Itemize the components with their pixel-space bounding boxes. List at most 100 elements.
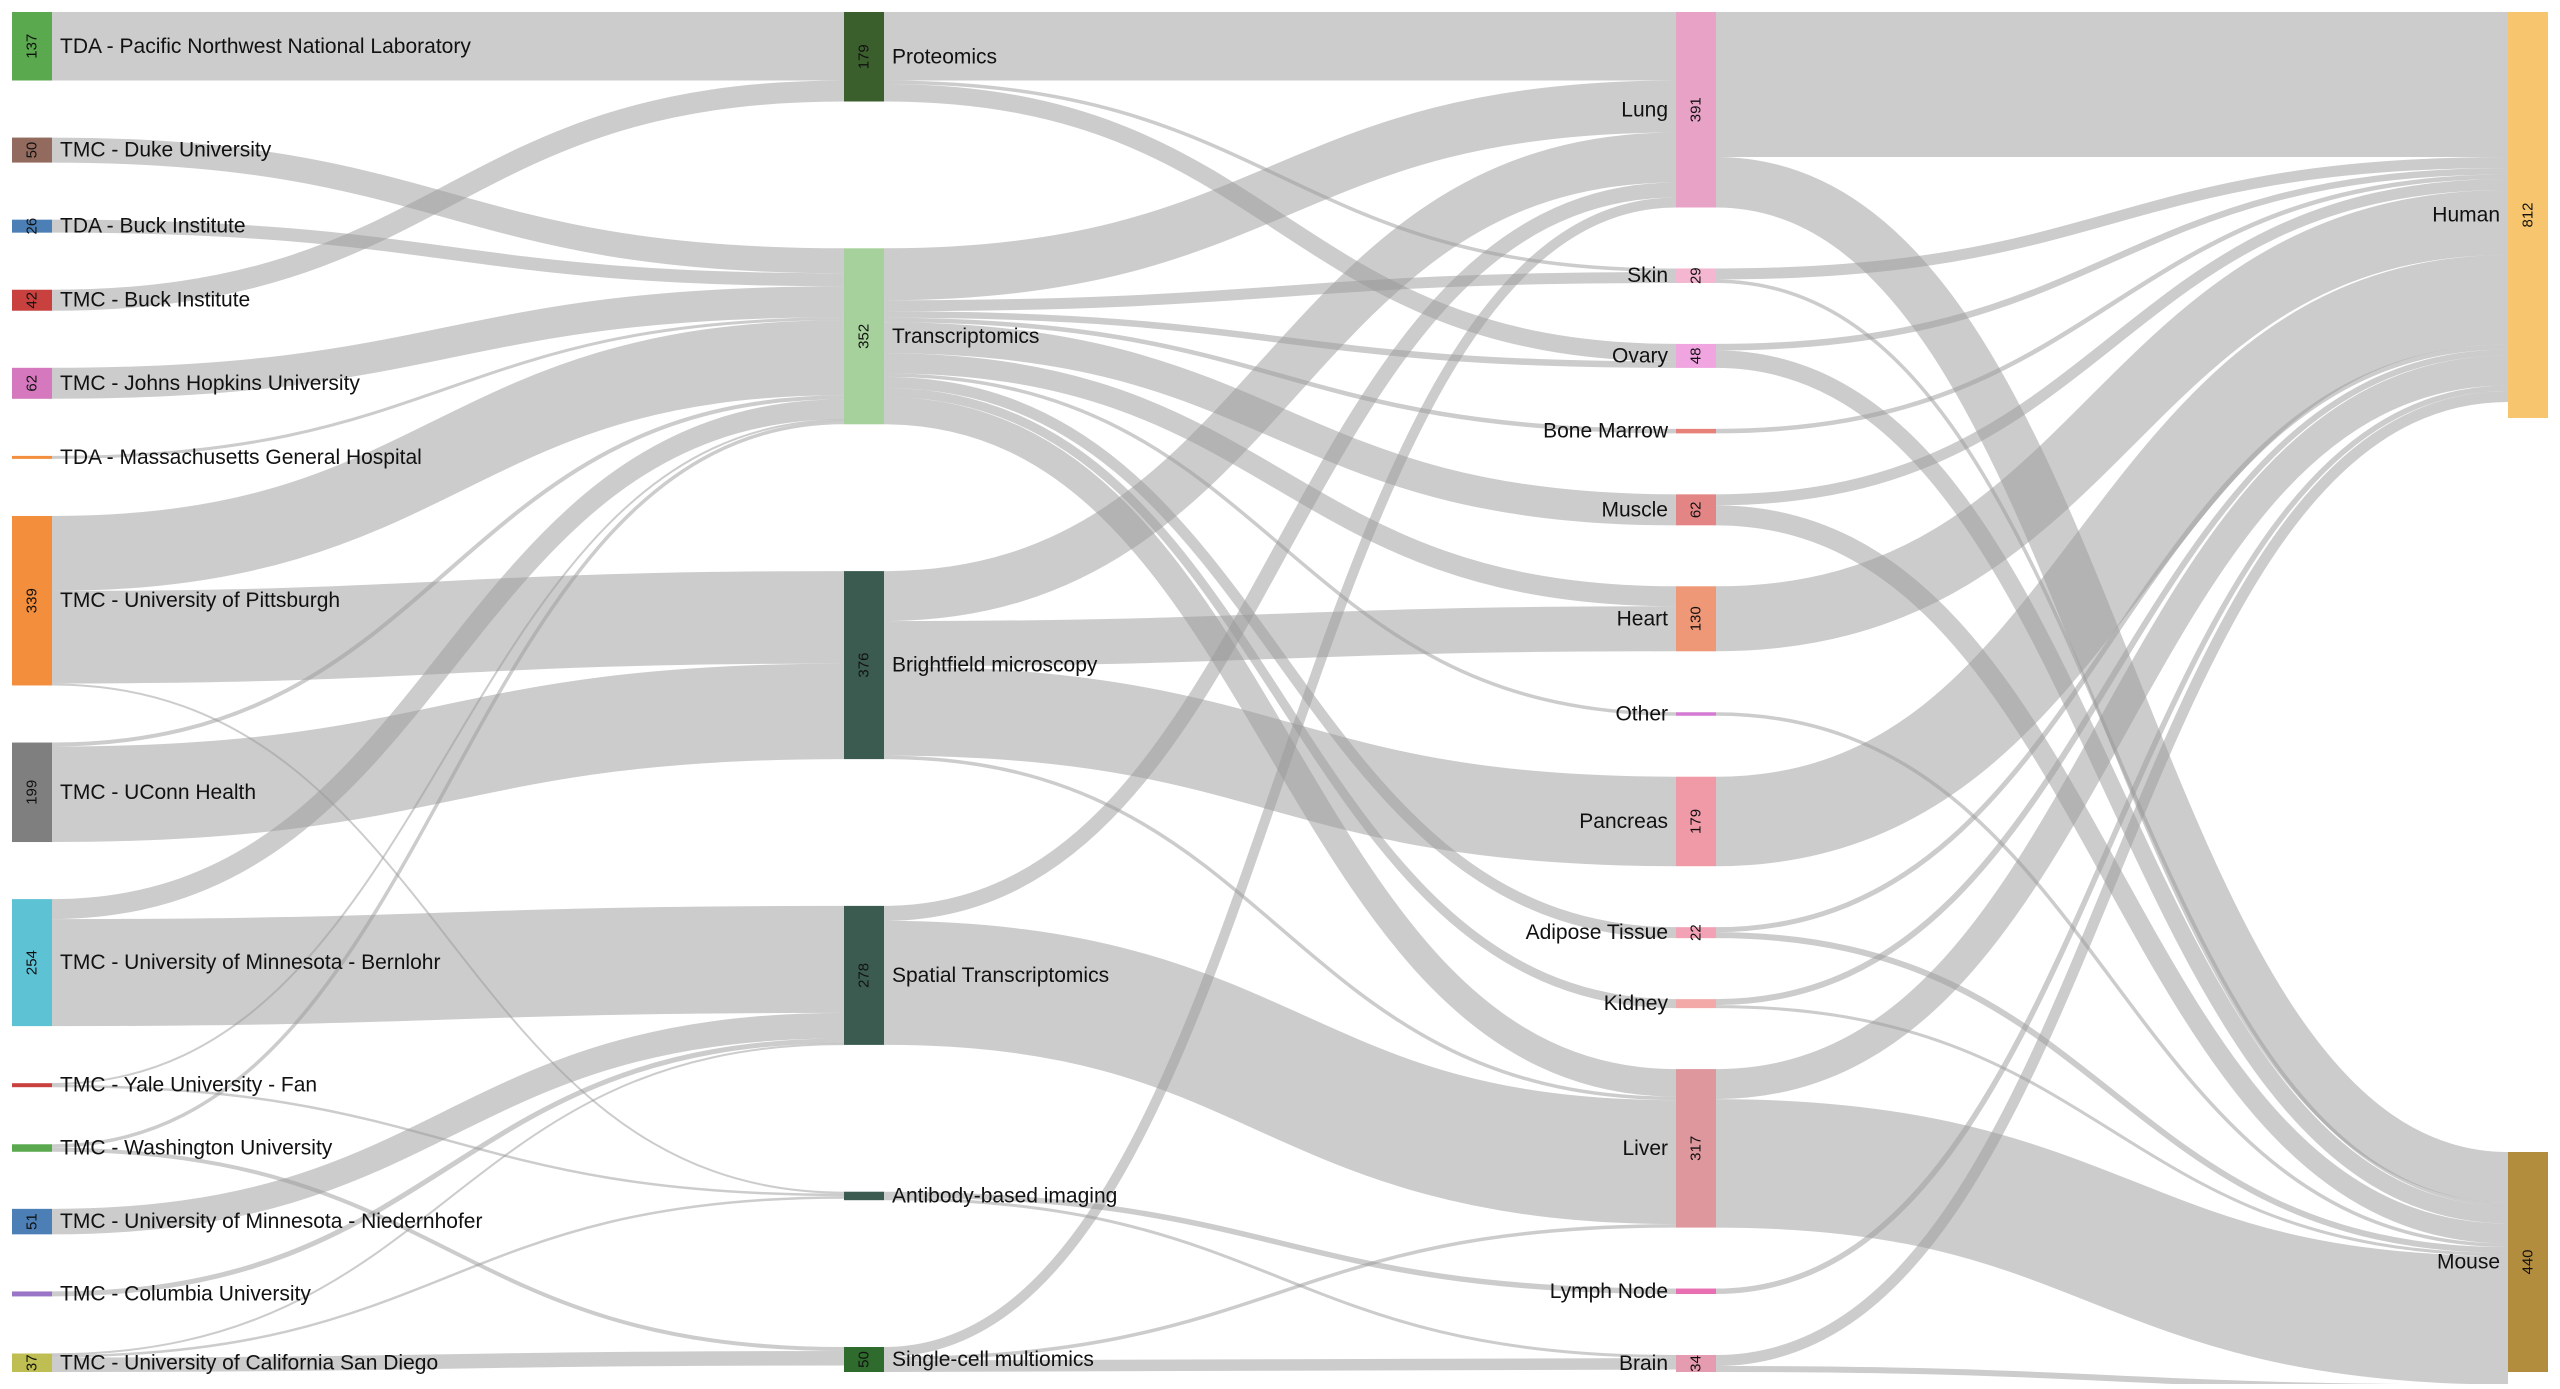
link-yale-to-ab[interactable]: [51, 1084, 845, 1197]
link-bm-to-human[interactable]: [1715, 174, 2509, 434]
node-brain[interactable]: [1676, 1355, 1716, 1372]
node-tmc-university-of-minnesota-bernlohr[interactable]: [12, 899, 52, 1027]
link-mgh-to-trans[interactable]: [51, 317, 845, 459]
node-label-lung: Lung: [1621, 98, 1668, 121]
link-trans-to-skin[interactable]: [883, 271, 1677, 312]
node-value-single-cell-multiomics: 50: [856, 1351, 873, 1368]
node-kidney[interactable]: [1676, 999, 1716, 1009]
node-single-cell-multiomics[interactable]: [844, 1347, 884, 1372]
node-human[interactable]: [2508, 12, 2548, 418]
node-tda-pacific-northwest-national-laboratory[interactable]: [12, 12, 52, 81]
link-bf-to-heart[interactable]: [883, 606, 1677, 667]
node-tmc-johns-hopkins-university[interactable]: [12, 367, 52, 399]
links-layer: [51, 11, 2509, 1389]
node-value-tmc-buck-institute: 42: [24, 292, 41, 309]
link-umn_b-to-spat[interactable]: [51, 905, 845, 1027]
node-antibody-based-imaging[interactable]: [844, 1191, 884, 1201]
link-lymph-to-human[interactable]: [1715, 385, 2509, 1295]
node-label-brain: Brain: [1619, 1352, 1668, 1375]
link-skin-to-human[interactable]: [1715, 157, 2509, 280]
link-ab-to-lymph[interactable]: [883, 1191, 1677, 1295]
link-ucsd-to-ab[interactable]: [51, 1196, 845, 1358]
link-heart-to-human[interactable]: [1715, 190, 2509, 652]
link-ucsd-to-sc[interactable]: [51, 1351, 845, 1372]
link-umn_b-to-trans[interactable]: [51, 399, 845, 920]
link-trans-to-lung[interactable]: [883, 80, 1677, 301]
link-trans-to-heart[interactable]: [883, 353, 1677, 607]
node-value-tmc-university-of-minnesota-bernlohr: 254: [24, 950, 41, 975]
node-label-adipose-tissue: Adipose Tissue: [1526, 921, 1668, 944]
link-buck_tmc-to-prot[interactable]: [51, 80, 845, 311]
node-transcriptomics[interactable]: [844, 248, 884, 425]
node-value-human: 812: [2520, 202, 2537, 227]
node-brightfield-microscopy[interactable]: [844, 571, 884, 760]
node-tmc-uconn-health[interactable]: [12, 742, 52, 843]
node-skin[interactable]: [1676, 268, 1716, 283]
link-ovary-to-mouse[interactable]: [1715, 350, 2509, 1224]
link-pancreas-to-human[interactable]: [1715, 255, 2509, 867]
node-tmc-buck-institute[interactable]: [12, 289, 52, 311]
node-muscle[interactable]: [1676, 494, 1716, 526]
link-wustl-to-trans[interactable]: [51, 420, 845, 1148]
node-heart[interactable]: [1676, 586, 1716, 652]
node-spatial-transcriptomics[interactable]: [844, 905, 884, 1045]
node-tmc-duke-university[interactable]: [12, 137, 52, 163]
link-buck_tda-to-trans[interactable]: [51, 219, 845, 287]
link-spat-to-liver[interactable]: [883, 920, 1677, 1225]
link-trans-to-muscle[interactable]: [883, 322, 1677, 526]
node-label-antibody-based-imaging: Antibody-based imaging: [892, 1184, 1117, 1207]
node-tmc-university-of-california-san-diego[interactable]: [12, 1353, 52, 1373]
node-bone-marrow[interactable]: [1676, 428, 1716, 434]
link-kidney-to-human[interactable]: [1715, 349, 2509, 1006]
link-pitt-to-bf[interactable]: [51, 571, 845, 684]
link-sc-to-brain[interactable]: [883, 1358, 1677, 1372]
node-ovary[interactable]: [1676, 343, 1716, 368]
node-other[interactable]: [1676, 712, 1716, 716]
node-tda-massachusetts-general-hospital[interactable]: [12, 455, 52, 459]
link-trans-to-kidney[interactable]: [883, 387, 1677, 1009]
link-liver-to-human[interactable]: [1715, 355, 2509, 1100]
link-liver-to-mouse[interactable]: [1715, 1099, 2509, 1385]
node-tmc-washington-university[interactable]: [12, 1144, 52, 1152]
link-trans-to-ovary[interactable]: [883, 311, 1677, 368]
node-lymph-node[interactable]: [1676, 1288, 1716, 1295]
link-brain-to-human[interactable]: [1715, 391, 2509, 1366]
node-tmc-university-of-minnesota-niedernhofer[interactable]: [12, 1208, 52, 1235]
link-sc-to-liver[interactable]: [883, 1224, 1677, 1361]
labels-layer: 137 TDA - Pacific Northwest National Labo…: [24, 34, 2537, 1375]
link-adipose-to-human[interactable]: [1715, 344, 2509, 933]
node-value-proteomics: 179: [856, 44, 873, 69]
node-lung[interactable]: [1676, 12, 1716, 208]
link-sc-to-lung[interactable]: [883, 197, 1677, 1357]
link-ovary-to-human[interactable]: [1715, 168, 2509, 351]
node-value-brightfield-microscopy: 376: [856, 653, 873, 678]
node-label-tda-pacific-northwest-national-laboratory: TDA - Pacific Northwest National Laborat…: [60, 35, 471, 58]
link-spat-to-lung[interactable]: [883, 182, 1677, 921]
node-value-heart: 130: [1688, 606, 1705, 631]
node-adipose-tissue[interactable]: [1676, 927, 1716, 939]
node-pancreas[interactable]: [1676, 776, 1716, 867]
link-wustl-to-sc[interactable]: [51, 1147, 845, 1351]
node-tmc-university-of-pittsburgh[interactable]: [12, 515, 52, 686]
node-mouse[interactable]: [2508, 1152, 2548, 1372]
node-liver[interactable]: [1676, 1069, 1716, 1228]
link-bf-to-liver[interactable]: [883, 755, 1677, 1101]
link-yale-to-trans[interactable]: [51, 419, 845, 1085]
link-pitt-to-trans[interactable]: [51, 320, 845, 591]
node-proteomics[interactable]: [844, 12, 884, 102]
link-columbia-to-spat[interactable]: [51, 1038, 845, 1297]
node-tmc-yale-university-fan[interactable]: [12, 1083, 52, 1088]
link-kidney-to-mouse[interactable]: [1715, 1005, 2509, 1256]
link-umn_n-to-spat[interactable]: [51, 1012, 845, 1235]
link-jhu-to-trans[interactable]: [51, 286, 845, 399]
link-muscle-to-human[interactable]: [1715, 179, 2509, 506]
link-ucsd-to-spat[interactable]: [51, 1043, 845, 1356]
link-uconn-to-trans[interactable]: [51, 395, 845, 747]
link-ab-to-brain[interactable]: [883, 1197, 1677, 1358]
node-tda-buck-institute[interactable]: [12, 219, 52, 233]
node-label-human: Human: [2432, 204, 2500, 227]
link-prot-to-ovary[interactable]: [883, 84, 1677, 362]
node-tmc-columbia-university[interactable]: [12, 1291, 52, 1297]
link-adipose-to-mouse[interactable]: [1715, 932, 2509, 1253]
link-bf-to-lung[interactable]: [883, 132, 1677, 622]
